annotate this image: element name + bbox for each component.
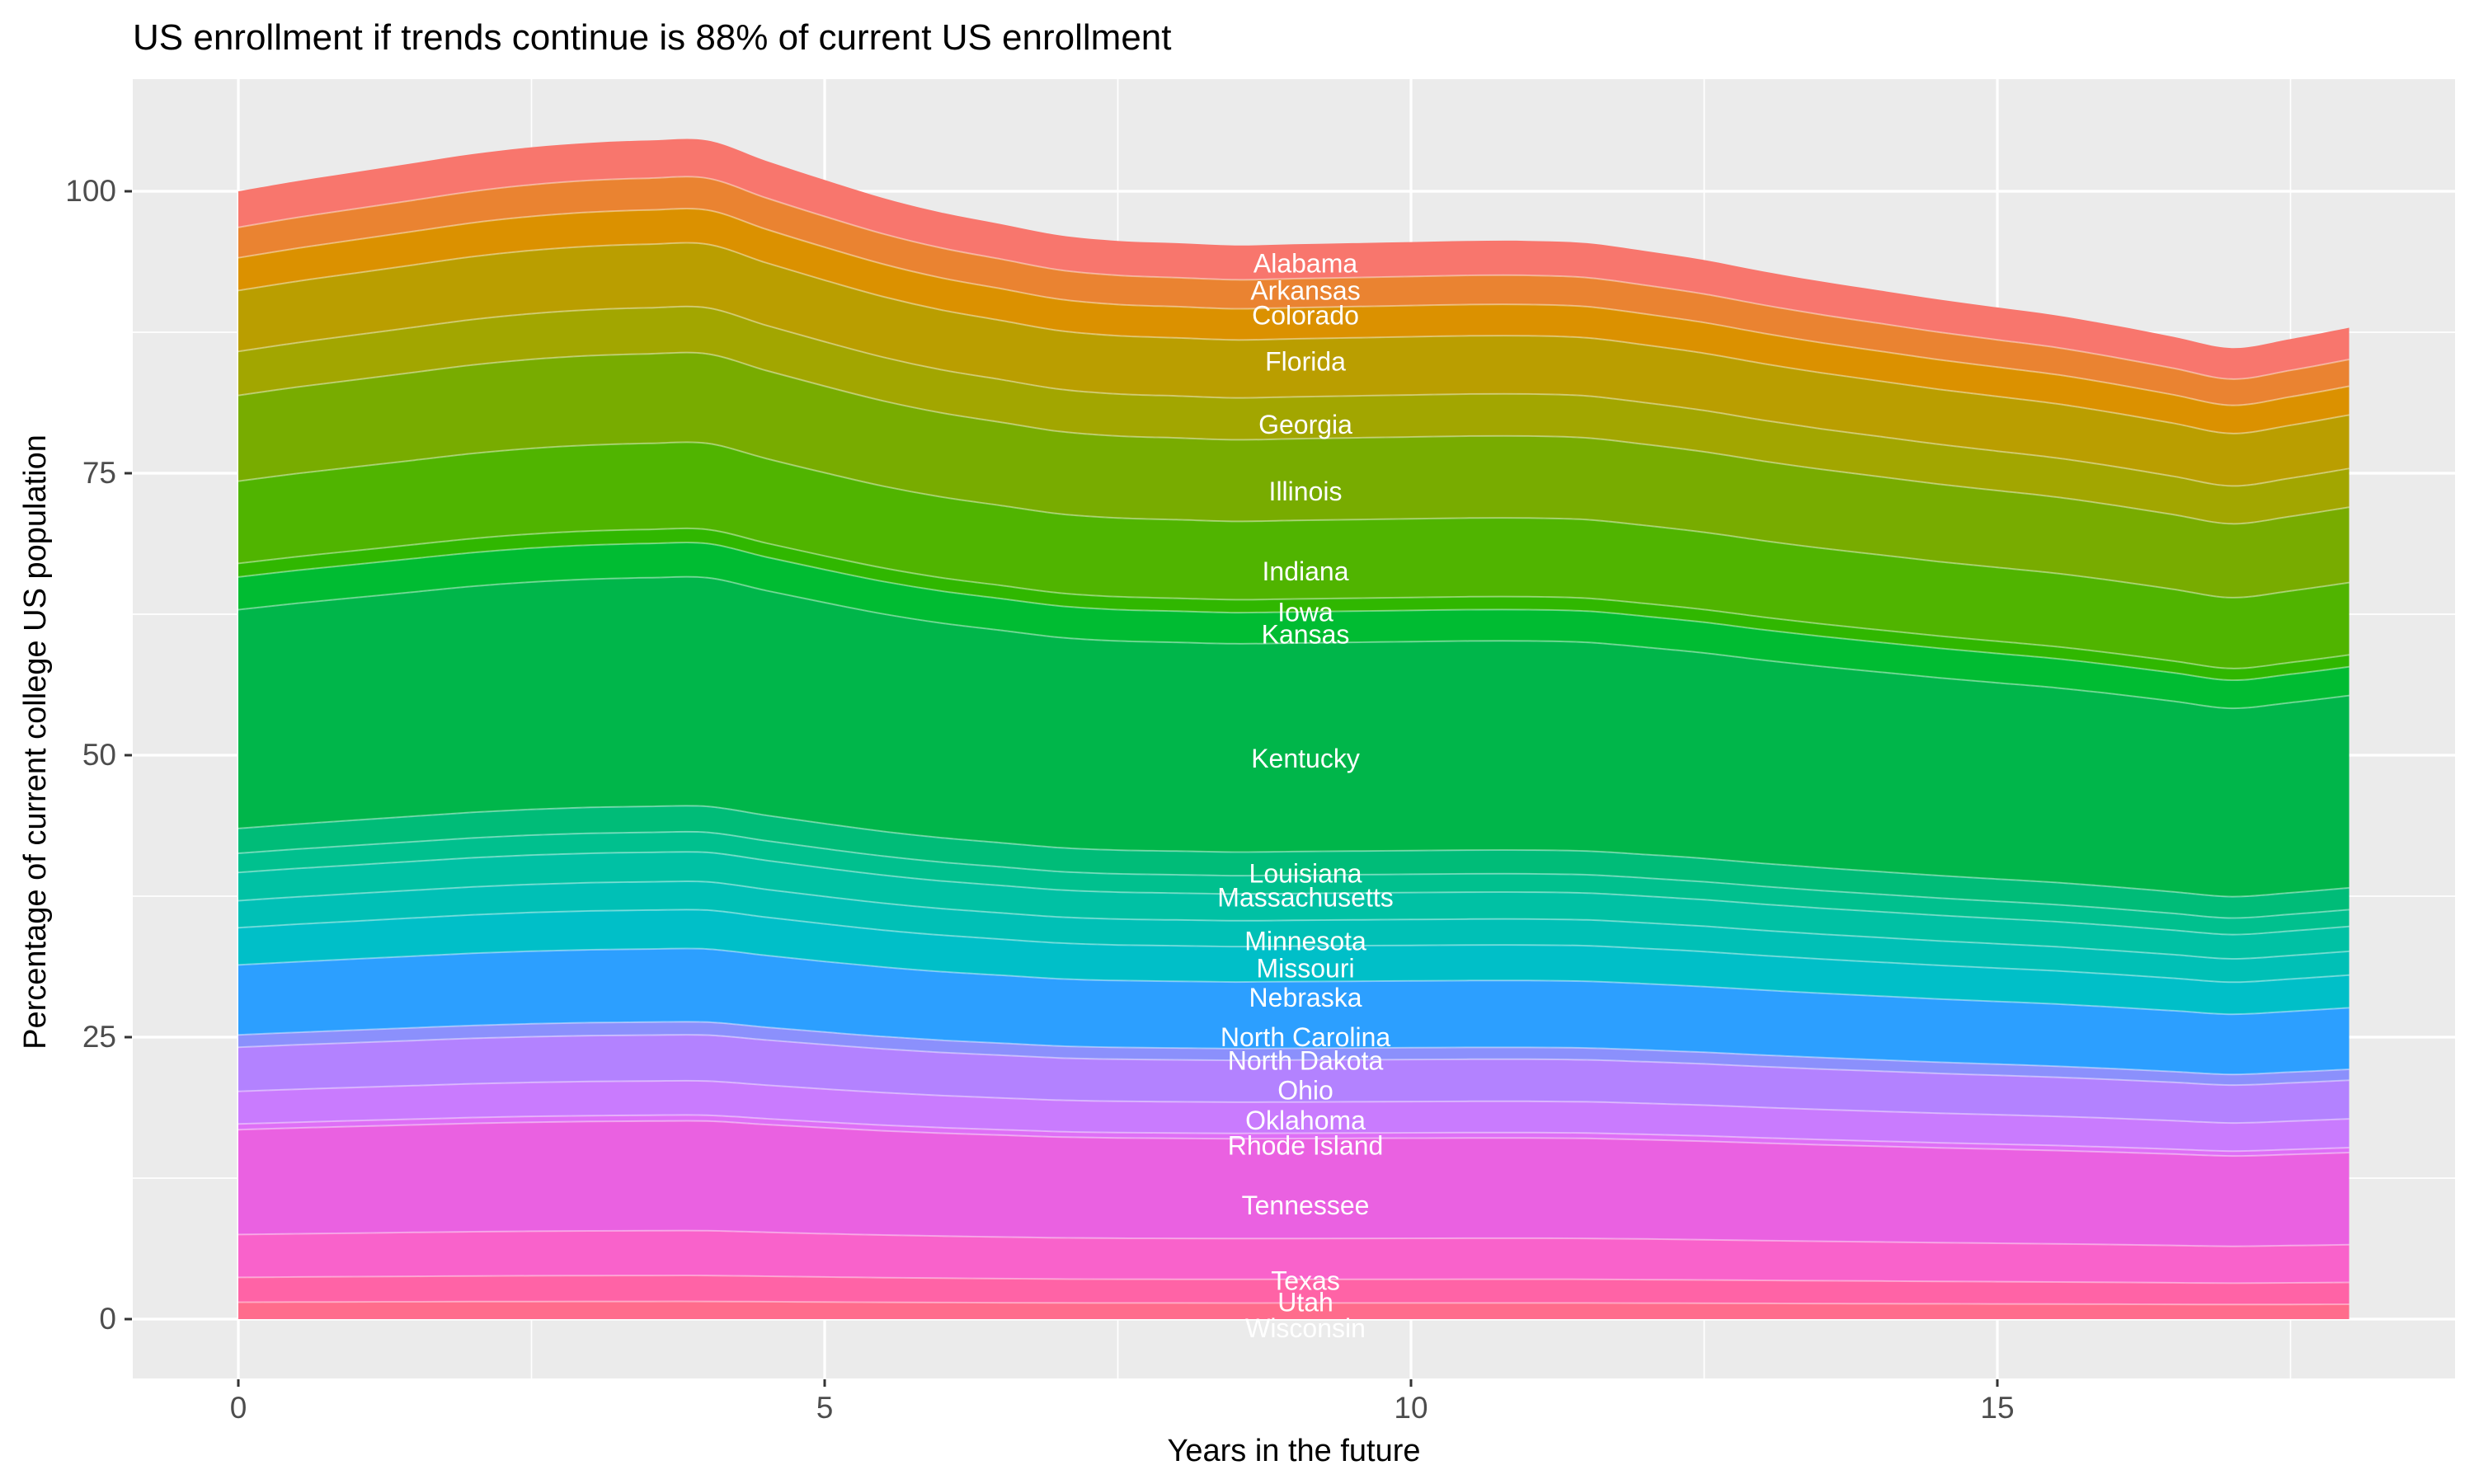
- state-label-georgia: Georgia: [1258, 410, 1352, 439]
- area-band-rhode-island: [238, 1115, 2349, 1157]
- area-band-wisconsin: [238, 1301, 2349, 1319]
- state-label-utah: Utah: [1277, 1287, 1333, 1317]
- x-tick-label: 0: [230, 1391, 247, 1425]
- state-label-alabama: Alabama: [1253, 249, 1358, 279]
- band-separator-line: [238, 305, 2349, 487]
- state-label-indiana: Indiana: [1263, 556, 1349, 586]
- state-label-illinois: Illinois: [1269, 477, 1343, 506]
- state-label-florida: Florida: [1265, 347, 1346, 377]
- band-separator-line: [238, 1300, 2349, 1306]
- area-band-north-carolina: [238, 948, 2349, 1075]
- area-band-texas: [238, 1230, 2349, 1284]
- area-band-ohio: [238, 1035, 2349, 1124]
- y-tick-label: 0: [99, 1302, 116, 1336]
- band-separator-line: [238, 909, 2349, 984]
- x-axis-title: Years in the future: [1167, 1434, 1420, 1468]
- y-tick-label: 75: [82, 456, 116, 490]
- area-band-louisiana: [238, 805, 2349, 918]
- band-separator-line: [238, 441, 2349, 599]
- band-separator-line: [238, 1079, 2349, 1125]
- y-tick-label: 25: [82, 1020, 116, 1054]
- state-label-iowa: Iowa: [1277, 597, 1333, 627]
- area-band-massachusetts: [238, 831, 2349, 935]
- area-band-florida: [238, 242, 2349, 486]
- y-tick-label: 50: [82, 738, 116, 772]
- area-band-kentucky: [238, 576, 2349, 897]
- area-band-north-dakota: [238, 1021, 2349, 1086]
- area-band-colorado: [238, 208, 2349, 434]
- state-label-rhode-island: Rhode Island: [1228, 1130, 1384, 1160]
- area-band-iowa: [238, 528, 2349, 681]
- state-label-tennessee: Tennessee: [1242, 1190, 1370, 1220]
- area-band-tennessee: [238, 1120, 2349, 1247]
- state-label-north-dakota: North Dakota: [1228, 1046, 1384, 1076]
- area-band-georgia: [238, 306, 2349, 524]
- state-label-ohio: Ohio: [1277, 1075, 1333, 1105]
- state-label-kansas: Kansas: [1262, 620, 1350, 650]
- band-separator-line: [238, 830, 2349, 919]
- area-band-alabama: [238, 139, 2349, 379]
- band-separator-line: [238, 880, 2349, 960]
- band-separator-line: [238, 1021, 2349, 1076]
- area-band-kansas: [238, 542, 2349, 709]
- band-separator-line: [238, 207, 2349, 406]
- state-label-louisiana: Louisiana: [1249, 859, 1362, 889]
- y-axis-title: Percentage of current college US populat…: [18, 434, 53, 1050]
- band-separator-line: [238, 176, 2349, 380]
- area-band-utah: [238, 1275, 2349, 1305]
- area-band-arkansas: [238, 176, 2349, 406]
- band-separator-line: [238, 542, 2349, 682]
- y-tick-label: 100: [65, 174, 116, 208]
- state-label-kentucky: Kentucky: [1251, 744, 1360, 773]
- state-label-missouri: Missouri: [1256, 954, 1354, 984]
- band-separator-line: [238, 1275, 2349, 1284]
- state-label-arkansas: Arkansas: [1250, 275, 1360, 305]
- area-band-illinois: [238, 352, 2349, 598]
- band-separator-line: [238, 851, 2349, 936]
- band-separator-line: [238, 1229, 2349, 1247]
- band-separator-line: [238, 947, 2349, 1016]
- band-separator-line: [238, 805, 2349, 898]
- state-label-north-carolina: North Carolina: [1221, 1022, 1391, 1052]
- state-label-oklahoma: Oklahoma: [1245, 1106, 1366, 1135]
- band-separator-line: [238, 1120, 2349, 1158]
- area-band-indiana: [238, 442, 2349, 669]
- area-band-oklahoma: [238, 1080, 2349, 1152]
- state-label-texas: Texas: [1271, 1266, 1340, 1295]
- band-separator-line: [238, 575, 2349, 710]
- state-label-massachusetts: Massachusetts: [1217, 882, 1393, 912]
- state-label-wisconsin: Wisconsin: [1245, 1313, 1366, 1343]
- band-separator-line: [238, 1114, 2349, 1153]
- area-band-nebraska: [238, 909, 2349, 1015]
- state-label-minnesota: Minnesota: [1244, 927, 1366, 956]
- x-tick-label: 5: [816, 1391, 834, 1425]
- area-band-minnesota: [238, 852, 2349, 960]
- band-separator-line: [238, 1034, 2349, 1087]
- x-tick-label: 15: [1980, 1391, 2014, 1425]
- state-label-nebraska: Nebraska: [1249, 983, 1362, 1012]
- x-tick-label: 10: [1394, 1391, 1427, 1425]
- plot-title: US enrollment if trends continue is 88% …: [133, 17, 1171, 58]
- area-band-missouri: [238, 881, 2349, 983]
- band-separator-line: [238, 527, 2349, 669]
- band-separator-line: [238, 242, 2349, 434]
- band-separator-line: [238, 351, 2349, 525]
- state-label-colorado: Colorado: [1252, 300, 1359, 330]
